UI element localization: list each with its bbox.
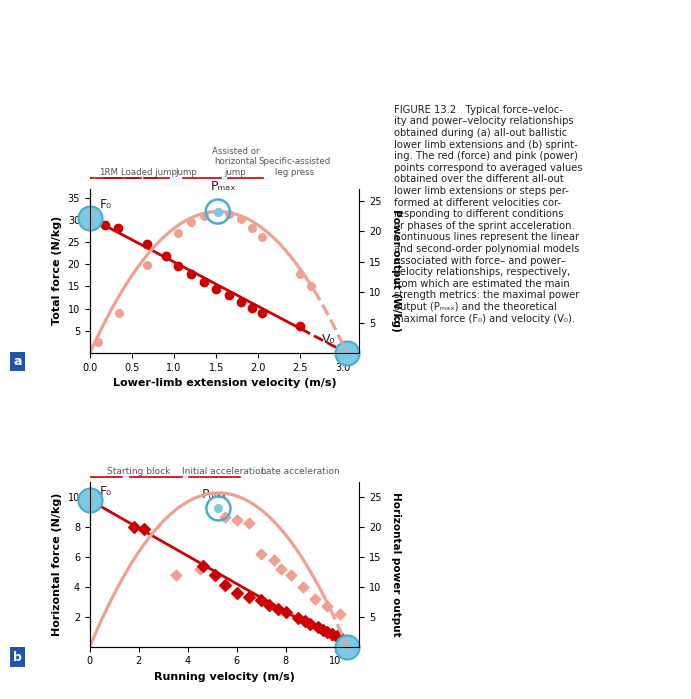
Point bbox=[305, 619, 316, 630]
Point bbox=[247, 223, 258, 234]
Point bbox=[198, 276, 209, 287]
Point bbox=[317, 625, 328, 636]
Point bbox=[312, 621, 323, 633]
Point bbox=[213, 503, 224, 514]
X-axis label: Lower-limb extension velocity (m/s): Lower-limb extension velocity (m/s) bbox=[113, 378, 337, 388]
Text: Initial acceleration: Initial acceleration bbox=[182, 467, 267, 476]
Y-axis label: Total force (N/kg): Total force (N/kg) bbox=[52, 216, 62, 326]
X-axis label: Running velocity (m/s): Running velocity (m/s) bbox=[154, 672, 295, 682]
Point bbox=[295, 268, 306, 280]
Point bbox=[306, 280, 317, 291]
Point bbox=[84, 495, 95, 506]
Text: F₀: F₀ bbox=[100, 198, 112, 211]
Point bbox=[223, 289, 234, 301]
Point bbox=[334, 608, 346, 619]
Text: F₀: F₀ bbox=[100, 485, 112, 498]
Text: a: a bbox=[13, 355, 21, 368]
Point bbox=[332, 630, 343, 642]
Point bbox=[197, 561, 208, 572]
Text: Specific-assisted
leg press: Specific-assisted leg press bbox=[258, 157, 331, 177]
Point bbox=[219, 511, 230, 522]
Point bbox=[185, 217, 196, 228]
Text: Late acceleration: Late acceleration bbox=[261, 467, 339, 476]
Point bbox=[300, 616, 311, 627]
Point bbox=[212, 206, 223, 217]
Point bbox=[297, 582, 308, 593]
Text: Loaded jump: Loaded jump bbox=[121, 168, 177, 177]
Text: 1RM: 1RM bbox=[100, 168, 118, 177]
Point bbox=[212, 206, 223, 217]
Point bbox=[236, 214, 247, 225]
Y-axis label: Horizontal power output: Horizontal power output bbox=[391, 492, 401, 637]
Point bbox=[257, 308, 268, 319]
Point bbox=[310, 593, 321, 605]
Text: Assisted or
horizontal
jump: Assisted or horizontal jump bbox=[211, 147, 259, 177]
Point bbox=[243, 517, 254, 528]
Point bbox=[100, 219, 111, 231]
Point bbox=[114, 308, 125, 319]
Point bbox=[195, 563, 206, 575]
Text: V₀: V₀ bbox=[328, 631, 341, 644]
Point bbox=[322, 600, 333, 612]
Point bbox=[236, 296, 247, 308]
Point bbox=[292, 612, 303, 624]
Point bbox=[268, 554, 279, 565]
Point bbox=[256, 595, 267, 606]
Text: V₀: V₀ bbox=[321, 333, 335, 346]
Point bbox=[337, 633, 348, 644]
Point bbox=[173, 261, 184, 272]
Point bbox=[327, 628, 338, 640]
Point bbox=[281, 607, 292, 618]
Point bbox=[173, 227, 184, 238]
Text: FIGURE 13.2   Typical force–veloc-
ity and power–velocity relationships
obtained: FIGURE 13.2 Typical force–veloc- ity and… bbox=[394, 105, 583, 324]
Text: Pₘₐₓ: Pₘₐₓ bbox=[202, 488, 227, 501]
Y-axis label: Horizontal force (N/kg): Horizontal force (N/kg) bbox=[53, 493, 62, 636]
Point bbox=[322, 626, 333, 637]
Point bbox=[219, 579, 230, 591]
Text: Starting block: Starting block bbox=[106, 467, 170, 476]
Point bbox=[243, 591, 254, 603]
Point bbox=[223, 209, 234, 220]
Point bbox=[231, 514, 243, 525]
Point bbox=[285, 569, 296, 580]
Point bbox=[247, 302, 258, 313]
Text: b: b bbox=[13, 651, 21, 663]
Point bbox=[213, 503, 224, 514]
Point bbox=[231, 587, 243, 598]
Y-axis label: Power output (W/kg): Power output (W/kg) bbox=[391, 210, 401, 332]
Point bbox=[211, 283, 222, 294]
Point bbox=[112, 222, 123, 233]
Point bbox=[170, 569, 181, 580]
Point bbox=[93, 336, 104, 347]
Point bbox=[198, 210, 209, 222]
Point bbox=[256, 549, 267, 560]
Point bbox=[341, 347, 352, 359]
Text: Pₘₐₓ: Pₘₐₓ bbox=[211, 180, 237, 193]
Point bbox=[212, 206, 223, 217]
Text: Jump: Jump bbox=[176, 168, 198, 177]
Point bbox=[142, 259, 153, 271]
Point bbox=[273, 604, 284, 615]
Point bbox=[295, 320, 306, 331]
Point bbox=[276, 563, 287, 575]
Point bbox=[142, 238, 153, 250]
Point bbox=[129, 521, 140, 533]
Point bbox=[84, 212, 95, 223]
Point bbox=[138, 523, 149, 534]
Point bbox=[209, 569, 220, 580]
Point bbox=[185, 268, 196, 280]
Point bbox=[257, 232, 268, 243]
Point bbox=[263, 599, 274, 610]
Point bbox=[160, 251, 171, 262]
Point bbox=[341, 641, 352, 652]
